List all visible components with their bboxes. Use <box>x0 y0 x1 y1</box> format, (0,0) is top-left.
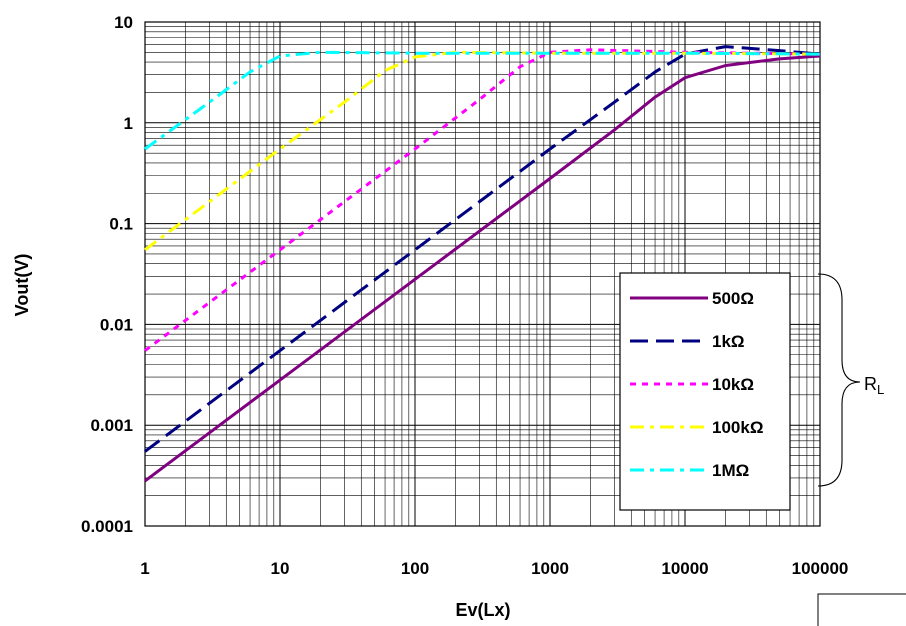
legend-box <box>619 272 791 511</box>
y-axis-title: Vout(V) <box>12 254 32 317</box>
legend: 500Ω 1kΩ 10kΩ 100kΩ 1MΩ <box>619 272 791 511</box>
y-tick-label: 0.1 <box>109 215 133 234</box>
series-line-4 <box>144 50 821 151</box>
x-tick-label: 1 <box>140 559 149 578</box>
y-tick-label: 0.001 <box>90 416 133 435</box>
x-tick-label: 10000 <box>661 559 708 578</box>
x-axis-title: Ev(Lx) <box>455 600 510 620</box>
y-tick-label: 1 <box>124 114 133 133</box>
legend-label-0: 500Ω <box>712 289 754 308</box>
y-tick-label: 0.0001 <box>81 517 133 536</box>
series-lines <box>144 45 821 483</box>
legend-brace <box>817 273 861 487</box>
legend-group-label: RL <box>864 374 884 397</box>
x-tick-labels: 1 10 100 1000 10000 100000 <box>140 559 848 578</box>
y-tick-label: 10 <box>114 13 133 32</box>
legend-label-4: 1MΩ <box>712 461 749 480</box>
series-line-0 <box>144 54 821 483</box>
series-line-1 <box>144 45 821 453</box>
series-line-2 <box>144 48 821 352</box>
legend-label-2: 10kΩ <box>712 375 754 394</box>
y-tick-labels: 10 1 0.1 0.01 0.001 0.0001 <box>81 13 133 536</box>
legend-label-3: 100kΩ <box>712 418 763 437</box>
x-tick-label: 100 <box>401 559 429 578</box>
corner-box <box>817 593 906 626</box>
x-tick-label: 1000 <box>531 559 569 578</box>
y-tick-label: 0.01 <box>100 315 133 334</box>
x-tick-label: 10 <box>271 559 290 578</box>
legend-label-1: 1kΩ <box>712 332 745 351</box>
x-tick-label: 100000 <box>792 559 849 578</box>
series-line-3 <box>144 50 821 252</box>
